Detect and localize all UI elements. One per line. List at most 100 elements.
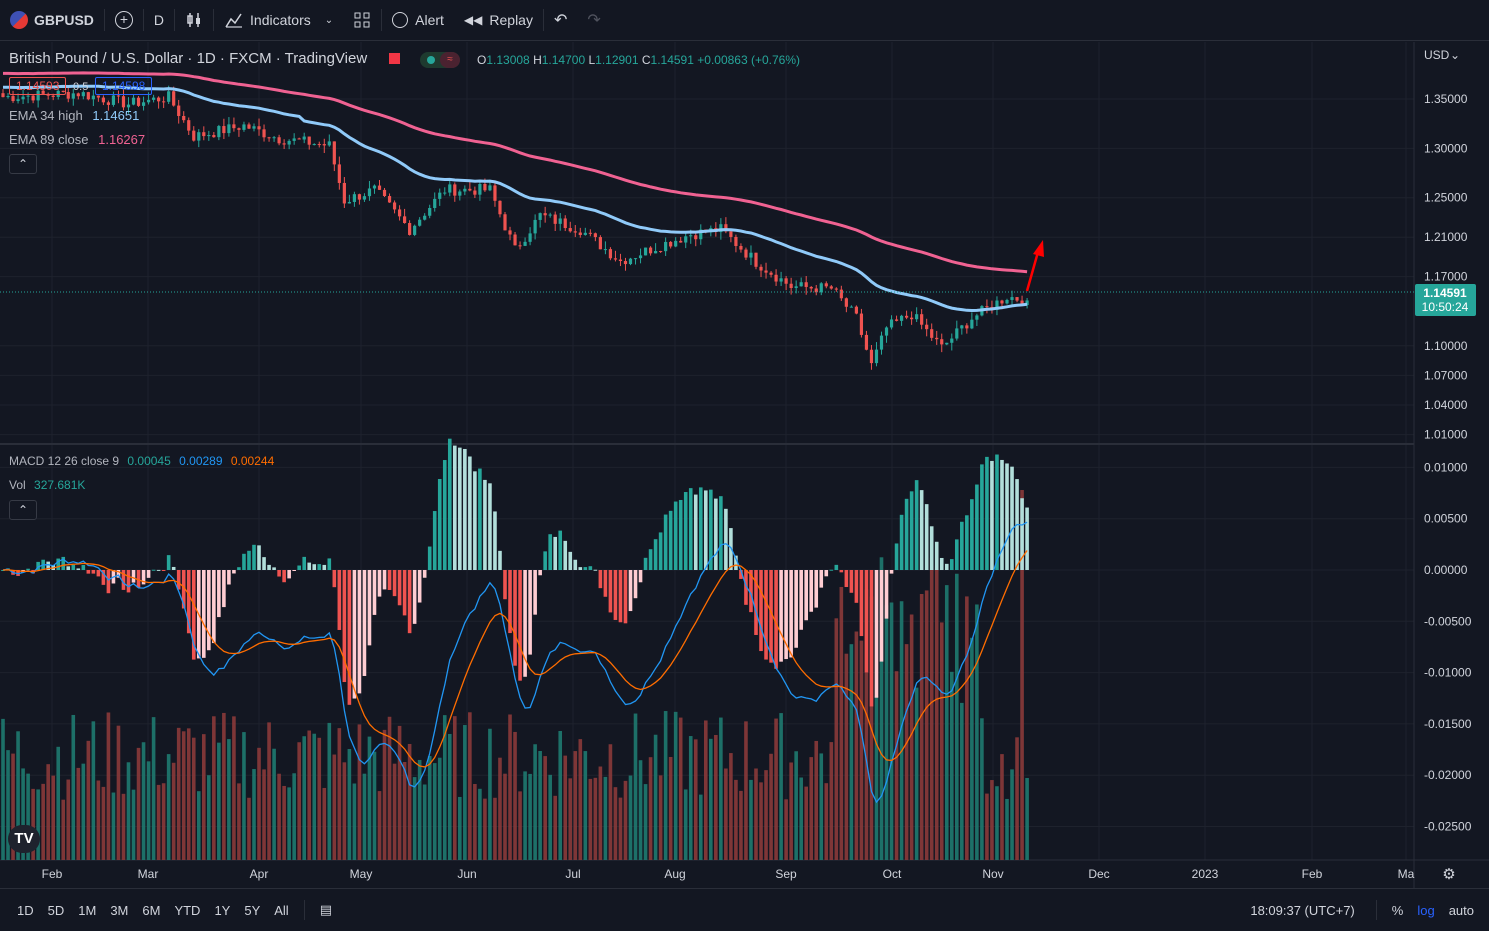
macd-histogram-bar bbox=[839, 570, 844, 573]
volume-bar bbox=[106, 712, 111, 860]
volume-bar bbox=[207, 775, 211, 860]
volume-bar bbox=[327, 722, 332, 860]
macd-histogram-bar bbox=[734, 555, 738, 570]
volume-bar bbox=[126, 762, 131, 860]
redo-button[interactable]: ↷ bbox=[577, 0, 610, 40]
range-button-ytd[interactable]: YTD bbox=[174, 902, 201, 918]
candle-body bbox=[302, 136, 306, 140]
macd-histogram-bar bbox=[367, 570, 372, 646]
alert-button[interactable]: Alert bbox=[382, 0, 454, 40]
low-value: 1.12901 bbox=[595, 53, 639, 67]
volume-bar bbox=[739, 790, 743, 860]
volume-bar bbox=[1010, 769, 1014, 860]
price-tick-label: 1.07000 bbox=[1424, 368, 1468, 382]
price-axis[interactable]: 1.35000 1.30000 1.25000 1.21000 1.17000 1.100… bbox=[1424, 92, 1468, 442]
buy-price[interactable]: 1.14598 bbox=[94, 77, 153, 95]
macd-histogram-bar bbox=[568, 551, 573, 570]
indicators-button[interactable]: Indicators ⌄ bbox=[214, 0, 343, 40]
ema89-legend[interactable]: EMA 89 close 1.16267 bbox=[9, 132, 145, 147]
chart-type-button[interactable] bbox=[175, 0, 213, 40]
macd-histogram-bar bbox=[156, 569, 161, 571]
macd-legend[interactable]: MACD 12 26 close 9 0.00045 0.00289 0.002… bbox=[9, 454, 274, 468]
interval-button[interactable]: D bbox=[144, 0, 174, 40]
collapse-macd-legend-button[interactable]: ⌃ bbox=[9, 500, 37, 520]
macd-histogram-bar bbox=[588, 566, 593, 570]
macd-histogram-bar bbox=[613, 570, 618, 620]
macd-line-value: 0.00289 bbox=[179, 454, 223, 468]
volume-bar bbox=[272, 748, 276, 860]
macd-histogram-bar bbox=[939, 557, 944, 570]
macd-tick-label: -0.02500 bbox=[1424, 820, 1472, 834]
date-range-button[interactable]: ▤ bbox=[313, 902, 339, 918]
candle-body bbox=[438, 192, 442, 199]
volume-bar bbox=[759, 782, 763, 860]
range-button-5d[interactable]: 5D bbox=[47, 902, 65, 918]
volume-bar bbox=[673, 711, 678, 860]
range-button-1y[interactable]: 1Y bbox=[214, 902, 231, 918]
volume-legend[interactable]: Vol 327.681K bbox=[9, 478, 85, 492]
log-toggle[interactable]: log bbox=[1417, 902, 1435, 918]
volume-bar bbox=[608, 744, 613, 860]
percent-toggle[interactable]: % bbox=[1391, 902, 1404, 918]
sell-price[interactable]: 1.14593 bbox=[9, 77, 67, 95]
volume-bar bbox=[623, 780, 628, 860]
volume-bar bbox=[463, 725, 467, 860]
currency-label[interactable]: USD bbox=[1424, 48, 1450, 62]
candle-body bbox=[167, 91, 171, 102]
candle-body bbox=[970, 319, 974, 329]
volume-bar bbox=[734, 779, 738, 860]
volume-bar bbox=[81, 763, 86, 860]
macd-axis[interactable]: 0.01000 0.00500 0.00000 -0.00500 -0.01000 -0.… bbox=[1424, 460, 1472, 833]
range-buttons: 1D 5D 1M 3M 6M YTD 1Y 5Y All bbox=[10, 903, 296, 918]
candle-body bbox=[418, 219, 422, 226]
range-button-1d[interactable]: 1D bbox=[17, 902, 34, 918]
annotation-arrow[interactable] bbox=[1025, 240, 1044, 292]
volume-bar bbox=[66, 779, 71, 860]
clock-label[interactable]: 18:09:37 (UTC+7) bbox=[1250, 902, 1355, 918]
macd-histogram-bar bbox=[653, 539, 658, 570]
candle-body bbox=[222, 126, 226, 134]
tradingview-logo-icon[interactable]: TV bbox=[8, 825, 40, 853]
volume-bar bbox=[588, 778, 593, 860]
auto-toggle[interactable]: auto bbox=[1448, 902, 1474, 918]
candle-body bbox=[669, 241, 673, 247]
replay-button[interactable]: ◀◀ Replay bbox=[454, 0, 543, 40]
market-status-icon[interactable]: ≈ bbox=[420, 52, 460, 68]
range-button-5y[interactable]: 5Y bbox=[244, 902, 261, 918]
volume-bar bbox=[287, 787, 291, 860]
compare-button[interactable]: + bbox=[105, 0, 143, 40]
macd-histogram-bar bbox=[919, 490, 924, 570]
macd-histogram-bar bbox=[277, 570, 281, 577]
volume-bar bbox=[779, 713, 783, 860]
range-button-6m[interactable]: 6M bbox=[142, 902, 161, 918]
macd-histogram-bar bbox=[463, 448, 467, 570]
candle-body bbox=[282, 143, 286, 145]
layouts-button[interactable] bbox=[343, 0, 381, 40]
ema34-legend[interactable]: EMA 34 high 1.14651 bbox=[9, 108, 139, 123]
range-button-1m[interactable]: 1M bbox=[78, 902, 97, 918]
symbol-search[interactable]: GBPUSD bbox=[0, 0, 104, 40]
macd-histogram-bar bbox=[417, 570, 422, 603]
range-button-all[interactable]: All bbox=[274, 902, 289, 918]
chart-canvas[interactable]: 1.35000 1.30000 1.25000 1.21000 1.17000 1.100… bbox=[0, 42, 1489, 888]
indicators-icon bbox=[225, 13, 243, 28]
macd-signal-value: 0.00244 bbox=[230, 454, 275, 468]
settings-gear-icon[interactable]: ⚙ bbox=[1442, 866, 1455, 883]
macd-histogram-bar bbox=[523, 570, 527, 677]
volume-bar bbox=[337, 728, 342, 860]
range-button-3m[interactable]: 3M bbox=[110, 902, 129, 918]
time-tick-label: 2023 bbox=[1192, 867, 1219, 881]
candle-body bbox=[81, 92, 85, 97]
time-axis[interactable]: Feb Mar Apr May Jun Jul Aug Sep Oct Nov Dec 2023 Feb… bbox=[42, 867, 1415, 881]
candle-body bbox=[548, 214, 552, 216]
volume-bar bbox=[709, 738, 713, 860]
chart-title[interactable]: British Pound / U.S. Dollar · 1D · FXCM … bbox=[9, 50, 368, 67]
candles-icon bbox=[187, 13, 201, 27]
volume-bar bbox=[468, 712, 472, 860]
macd-histogram-bar bbox=[724, 508, 728, 570]
time-tick-label: Feb bbox=[1302, 867, 1323, 881]
collapse-legend-button[interactable]: ⌃ bbox=[9, 154, 37, 174]
undo-button[interactable]: ↶ bbox=[544, 0, 577, 40]
volume-bar bbox=[292, 773, 296, 860]
macd-histogram-bar bbox=[422, 570, 427, 578]
